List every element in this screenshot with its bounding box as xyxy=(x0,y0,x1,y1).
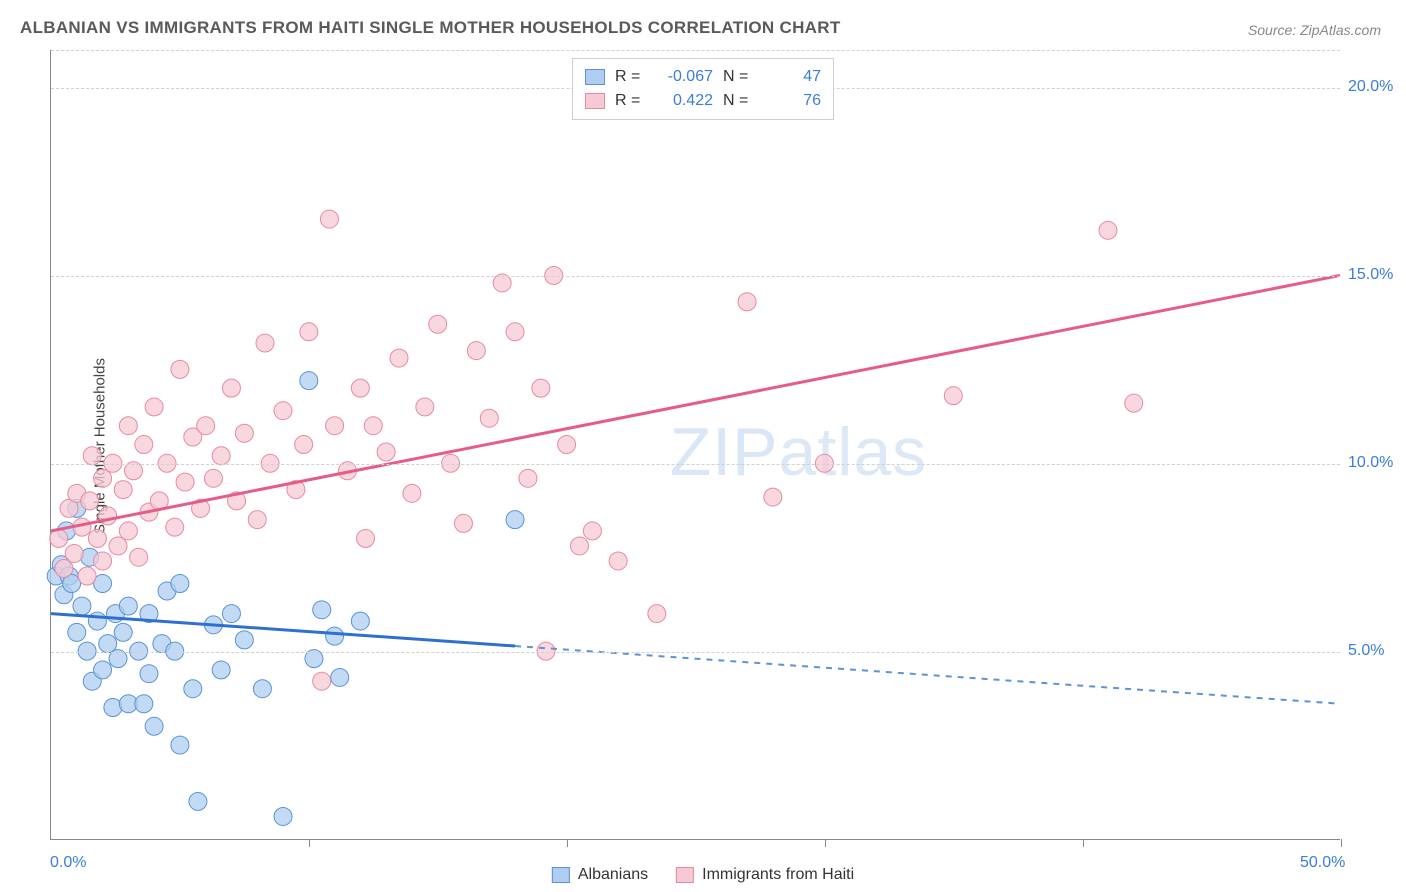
r-value-2: 0.422 xyxy=(653,92,713,110)
legend-bottom-swatch-2 xyxy=(676,867,694,883)
legend-item-2: Immigrants from Haiti xyxy=(676,866,854,884)
source-attribution: Source: ZipAtlas.com xyxy=(1248,22,1381,38)
y-tick-label: 20.0% xyxy=(1348,78,1393,96)
r-label-2: R = xyxy=(615,92,643,110)
legend-series: Albanians Immigrants from Haiti xyxy=(552,866,854,884)
legend-stats-row-1: R = -0.067 N = 47 xyxy=(585,65,821,89)
legend-bottom-label-2: Immigrants from Haiti xyxy=(702,866,854,884)
legend-bottom-label-1: Albanians xyxy=(578,866,648,884)
x-tick-label: 50.0% xyxy=(1300,854,1345,872)
y-tick-label: 15.0% xyxy=(1348,266,1393,284)
n-value-2: 76 xyxy=(761,92,821,110)
x-tick-label: 0.0% xyxy=(50,854,86,872)
plot-area: ZIPatlas xyxy=(50,50,1340,840)
legend-stats-row-2: R = 0.422 N = 76 xyxy=(585,89,821,113)
r-value-1: -0.067 xyxy=(653,68,713,86)
legend-item-1: Albanians xyxy=(552,866,648,884)
y-tick-label: 10.0% xyxy=(1348,454,1393,472)
legend-swatch-2 xyxy=(585,93,605,109)
n-value-1: 47 xyxy=(761,68,821,86)
chart-title: ALBANIAN VS IMMIGRANTS FROM HAITI SINGLE… xyxy=(20,18,841,38)
plot-svg xyxy=(51,50,1340,839)
chart-container: ALBANIAN VS IMMIGRANTS FROM HAITI SINGLE… xyxy=(0,0,1406,892)
legend-bottom-swatch-1 xyxy=(552,867,570,883)
n-label-2: N = xyxy=(723,92,751,110)
legend-stats: R = -0.067 N = 47 R = 0.422 N = 76 xyxy=(572,58,834,120)
y-tick-label: 5.0% xyxy=(1348,642,1384,660)
n-label-1: N = xyxy=(723,68,751,86)
r-label-1: R = xyxy=(615,68,643,86)
legend-swatch-1 xyxy=(585,69,605,85)
